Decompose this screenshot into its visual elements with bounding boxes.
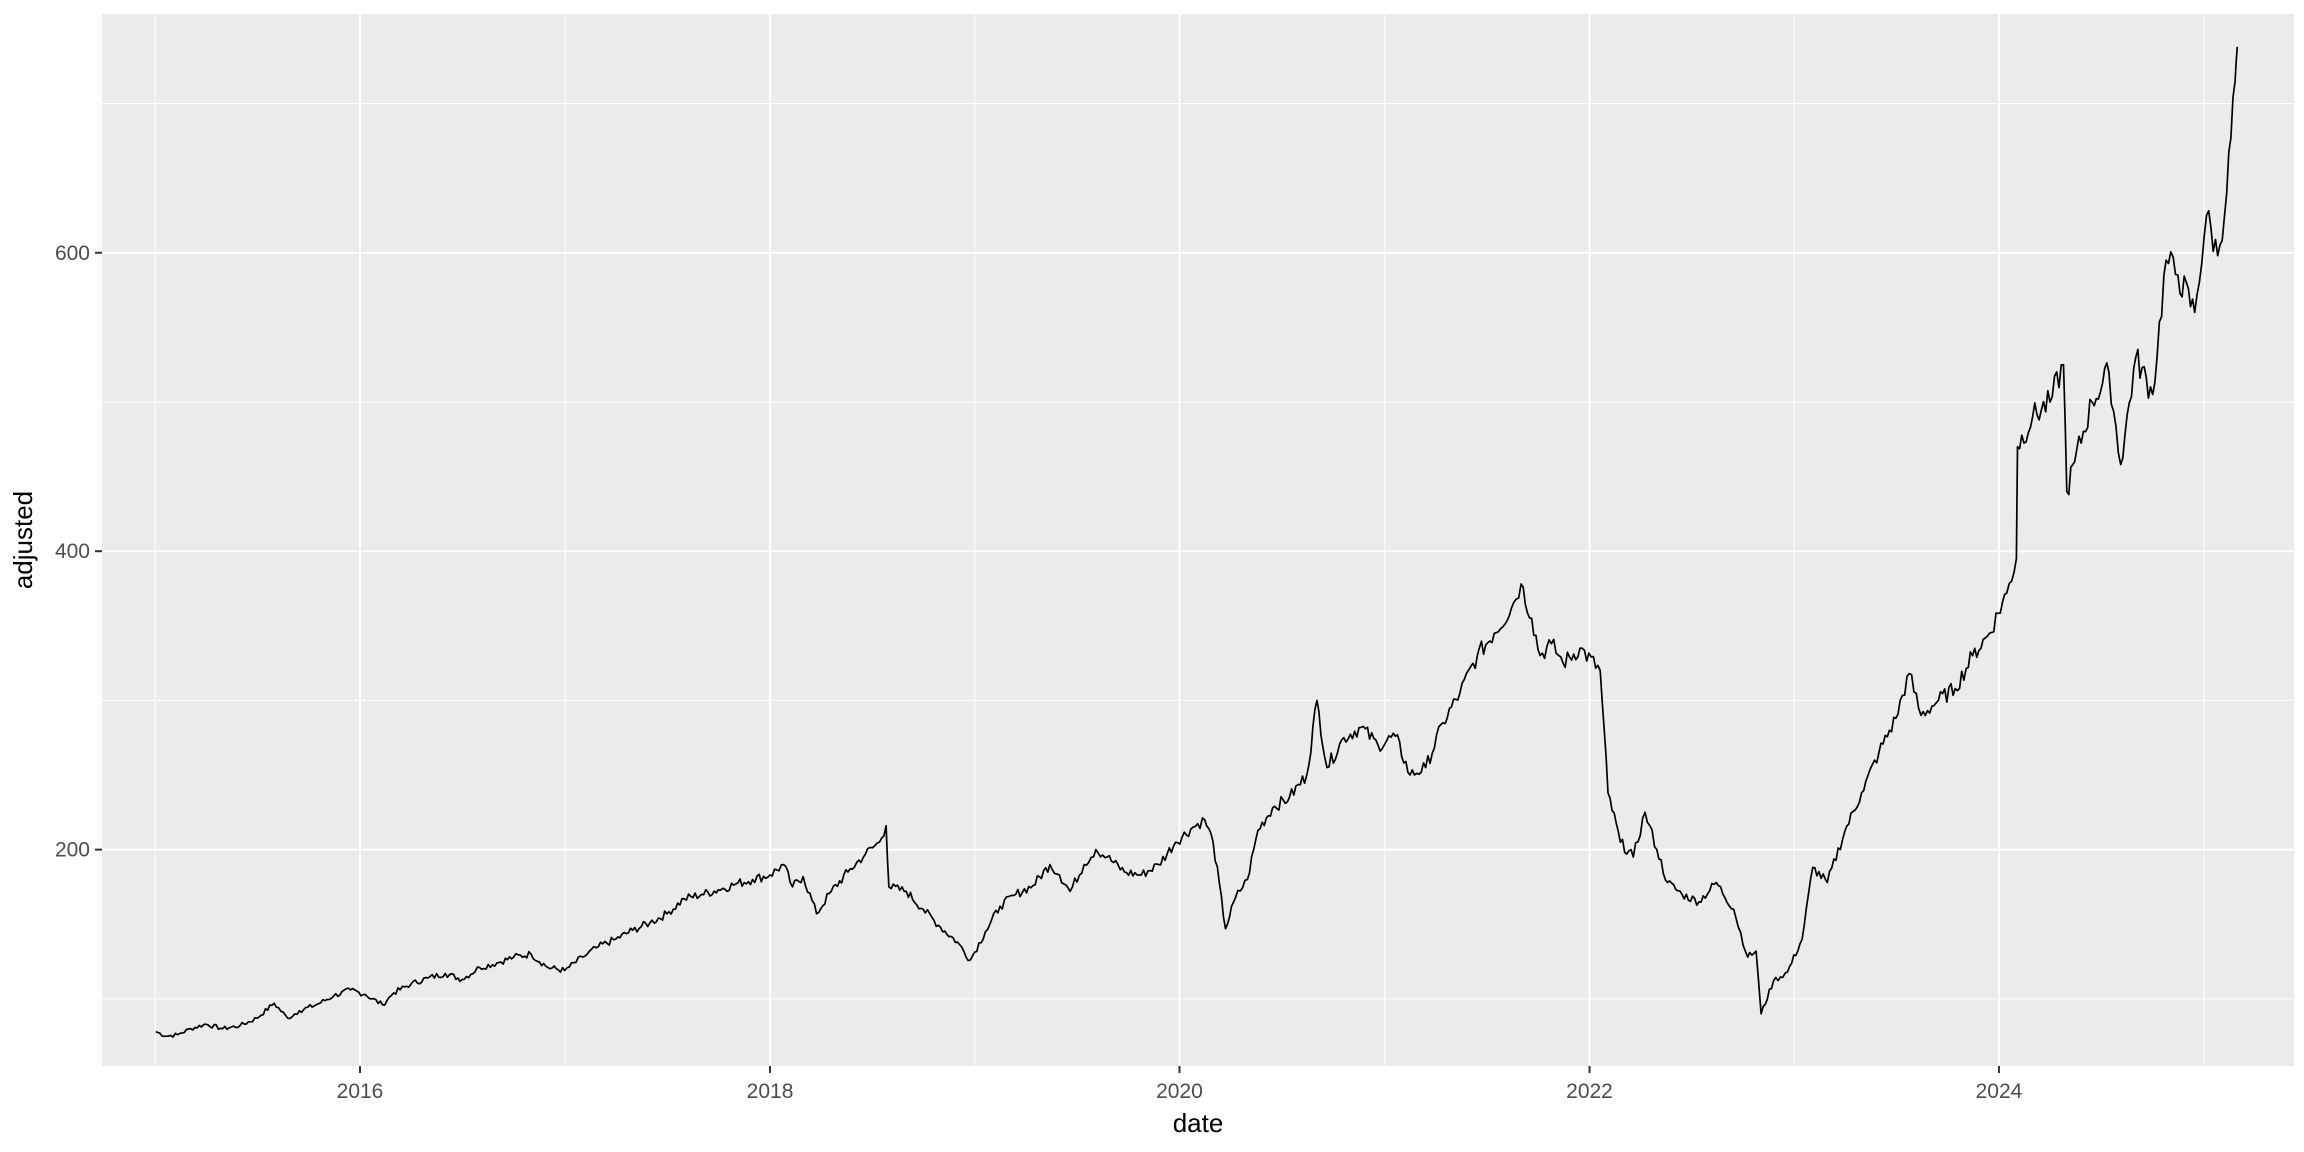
y-tick-label: 400: [55, 540, 90, 563]
plot-panel: [102, 14, 2294, 1066]
x-tick-label: 2016: [337, 1080, 384, 1103]
adjusted-price-line: [155, 46, 2239, 1038]
x-tick-label: 2020: [1156, 1080, 1203, 1103]
y-tick-label: 600: [55, 242, 90, 265]
x-tick-label: 2018: [747, 1080, 794, 1103]
y-axis-ticks: 200 400 600: [55, 242, 102, 862]
x-axis-ticks: 2016 2018 2020 2022 2024: [337, 1066, 2023, 1103]
x-axis-title: date: [1173, 1108, 1224, 1138]
minor-gridlines: [102, 14, 2294, 1066]
major-gridlines: [102, 14, 2294, 1066]
x-tick-label: 2022: [1566, 1080, 1613, 1103]
y-axis-title: adjusted: [8, 491, 38, 589]
x-tick-label: 2024: [1976, 1080, 2023, 1103]
y-tick-label: 200: [55, 839, 90, 862]
series-layer: [155, 46, 2239, 1038]
